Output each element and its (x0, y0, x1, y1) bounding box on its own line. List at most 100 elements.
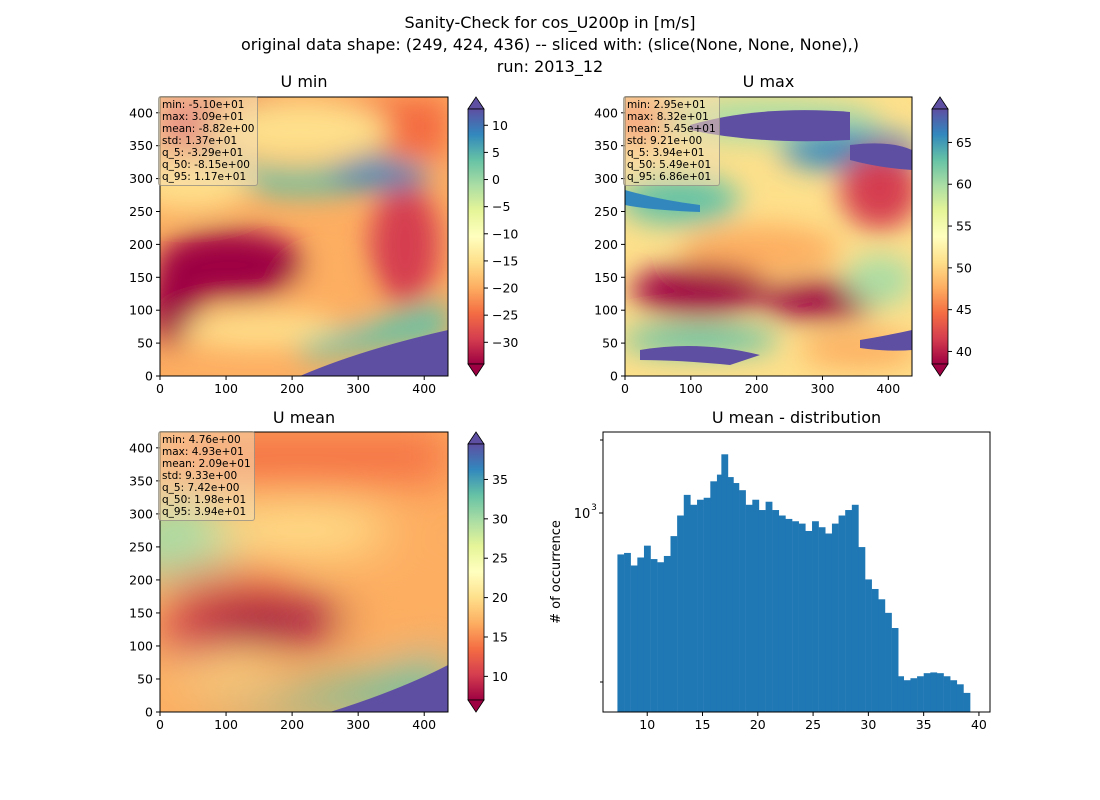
y-tick-label: 0 (145, 369, 153, 384)
x-tick-label: 200 (280, 381, 304, 396)
histogram-ylabel: # of occurrence (549, 520, 564, 624)
histogram-bar (858, 547, 866, 712)
histogram-bar (798, 523, 806, 712)
histogram-x-tick-label: 25 (805, 717, 821, 732)
x-tick-label: 300 (811, 381, 835, 396)
histogram-bar (703, 497, 711, 712)
stat-q5: q_5: 3.94e+01 (627, 147, 705, 159)
histogram-bar (697, 499, 704, 712)
histogram-ytick-exponent: 3 (591, 503, 597, 513)
stat-q5: q_5: 7.42e+00 (162, 482, 240, 494)
histogram-bar (745, 504, 753, 712)
histogram-bar (732, 483, 740, 712)
histogram-x-tick-label: 10 (639, 717, 655, 732)
x-tick-label: 200 (280, 717, 304, 732)
colorbar-umin (467, 96, 485, 377)
colorbar-tick-label: 30 (492, 511, 508, 526)
y-tick-label: 50 (602, 336, 618, 351)
colorbar-tick-label: −20 (492, 281, 518, 296)
histogram-bar (963, 692, 971, 712)
histogram-bar (758, 510, 766, 712)
colorbar-tick-label: −25 (492, 308, 518, 323)
histogram-bar (818, 527, 826, 712)
histogram-bar (683, 494, 691, 712)
y-tick-label: 150 (129, 270, 153, 285)
y-tick-label: 100 (594, 303, 618, 318)
histogram-bar (851, 504, 859, 712)
x-tick-label: 0 (621, 381, 629, 396)
y-tick-label: 400 (129, 105, 153, 120)
colorbar-tick-label: 10 (492, 118, 508, 133)
histogram-bar (624, 552, 631, 712)
y-tick-label: 350 (129, 138, 153, 153)
stat-q95: q_95: 3.94e+01 (162, 506, 247, 518)
stat-mean: mean: -8.82e+00 (162, 123, 255, 135)
histogram-bar (897, 676, 905, 712)
histogram-bar (930, 672, 938, 712)
x-tick-label: 100 (214, 717, 238, 732)
histogram-x-tick-label: 30 (860, 717, 876, 732)
y-tick-label: 100 (129, 638, 153, 653)
figure-subtitle: original data shape: (249, 424, 436) -- … (241, 35, 859, 54)
histogram-bar (677, 515, 684, 712)
histogram-bar (643, 545, 651, 712)
histogram-bar (936, 673, 944, 712)
histogram-x-tick-label: 40 (971, 717, 987, 732)
stat-q95: q_95: 6.86e+01 (627, 171, 712, 183)
y-tick-label: 200 (129, 237, 153, 252)
y-tick-label: 350 (129, 473, 153, 488)
x-tick-label: 400 (412, 381, 436, 396)
panel-title-umean: U mean (272, 408, 336, 427)
y-tick-label: 350 (594, 138, 618, 153)
y-tick-label: 400 (594, 105, 618, 120)
y-tick-label: 150 (129, 605, 153, 620)
y-tick-label: 300 (129, 171, 153, 186)
histogram-bar (885, 612, 892, 712)
histogram-bar (838, 515, 846, 712)
y-tick-label: 250 (129, 539, 153, 554)
histogram-bar (670, 536, 678, 712)
histogram-bar (630, 565, 638, 712)
histogram-bar (650, 559, 658, 712)
histogram-x-tick-label: 20 (750, 717, 766, 732)
colorbar-tick-label: −30 (492, 335, 518, 350)
colorbar-tick-label: 0 (492, 172, 500, 187)
stats-box-umax: min: 2.95e+01 max: 8.32e+01 mean: 5.45e+… (623, 96, 720, 186)
y-tick-label: 400 (129, 440, 153, 455)
y-tick-label: 0 (610, 369, 618, 384)
figure-run-label: run: 2013_12 (496, 57, 604, 76)
axis-ticks: 0 100 200 300 400050100150200250300350400−30… (129, 105, 987, 732)
colorbar-tick-label: 5 (492, 145, 500, 160)
colorbar-tick-label: 65 (956, 135, 972, 150)
histogram-bar (910, 678, 918, 712)
y-tick-label: 100 (129, 303, 153, 318)
histogram-bar (865, 579, 872, 712)
colorbar-tick-label: −10 (492, 226, 518, 241)
y-tick-label: 50 (137, 336, 153, 351)
stat-q50: q_50: 5.49e+01 (627, 159, 712, 171)
y-tick-label: 50 (137, 671, 153, 686)
histogram-bar (943, 676, 951, 712)
panel-title-umax: U max (742, 72, 795, 91)
histogram-ytick-label: 10 (574, 507, 591, 522)
figure-title: Sanity-Check for cos_U200p in [m/s] (404, 13, 696, 32)
histogram-bar (752, 499, 760, 712)
x-tick-label: 400 (412, 717, 436, 732)
colorbar-tick-label: 25 (492, 551, 508, 566)
colorbar-tick-label: 10 (492, 669, 508, 684)
stat-min: min: -5.10e+01 (162, 99, 245, 111)
x-tick-label: 300 (346, 381, 370, 396)
stat-q95: q_95: 1.17e+01 (162, 171, 247, 183)
y-tick-label: 150 (594, 270, 618, 285)
stat-std: std: 1.37e+01 (162, 135, 238, 147)
histogram-bar (663, 555, 671, 712)
colorbar-tick-label: 55 (956, 219, 972, 234)
histogram-bar (845, 510, 853, 712)
stat-q50: q_50: -8.15e+00 (162, 159, 250, 171)
histogram-bar (825, 533, 833, 712)
histogram-x-tick-label: 35 (916, 717, 932, 732)
histogram-bar (878, 599, 886, 712)
histogram-bar (792, 521, 799, 712)
colorbar-umean (467, 431, 485, 713)
